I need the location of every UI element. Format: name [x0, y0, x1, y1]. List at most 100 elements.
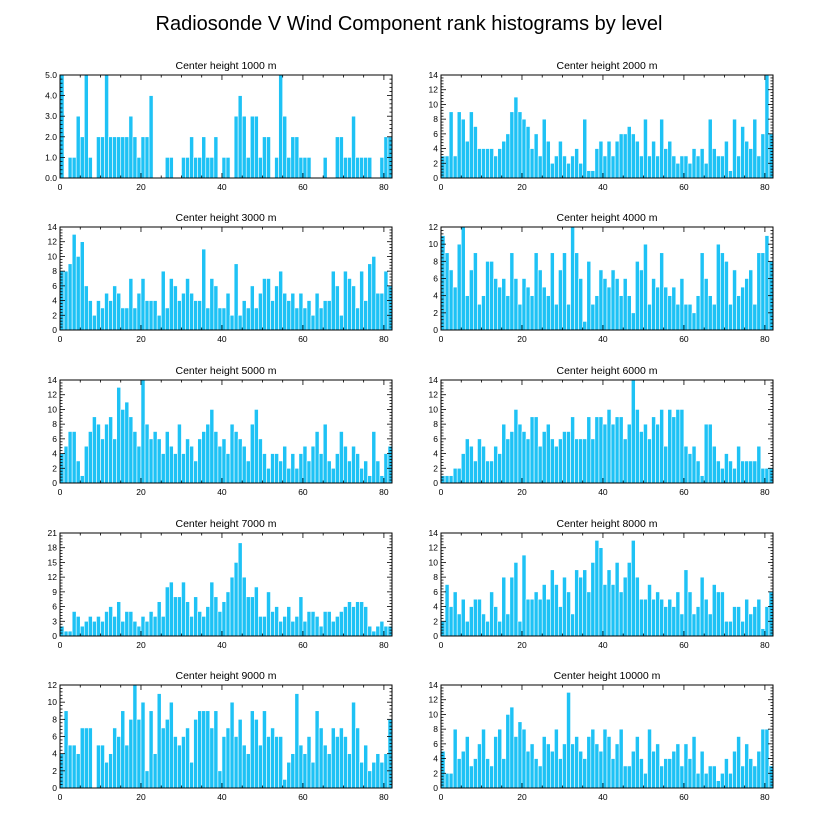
bar [711, 445, 717, 484]
bar [639, 431, 644, 484]
bar [622, 765, 628, 789]
bar [493, 606, 498, 637]
bar [606, 140, 612, 179]
bar [643, 772, 648, 789]
bar [298, 157, 304, 179]
bar [67, 263, 73, 331]
bar [460, 750, 466, 789]
bar [209, 727, 215, 789]
bar [197, 157, 203, 179]
bar [574, 736, 579, 789]
panel-9: Center height 9000 m 0 2 4 6 8 10 12 0 20 40 60 80 [48, 670, 393, 802]
bar [262, 453, 267, 484]
bars [59, 379, 393, 484]
bar [489, 591, 494, 637]
bar [489, 765, 494, 789]
bar [274, 606, 279, 637]
panel-7: Center height 7000 m 0 3 6 9 12 15 18 21 0 20 40 60 8… [48, 518, 393, 650]
bar [298, 292, 304, 331]
bar [639, 155, 644, 179]
bar [245, 460, 251, 484]
bar [452, 155, 458, 179]
y-tick-label: 4 [433, 754, 438, 764]
bar [164, 431, 170, 484]
bar [160, 453, 166, 484]
bar [116, 601, 122, 637]
plot-frame [440, 379, 774, 484]
bar [205, 710, 211, 789]
bar [96, 423, 101, 484]
bar [330, 467, 336, 484]
bar [756, 750, 762, 789]
bar [351, 445, 356, 484]
y-tick-label: 6 [433, 129, 438, 139]
bar [679, 278, 685, 331]
bar [545, 140, 551, 179]
bar [322, 300, 328, 331]
bar [517, 620, 523, 637]
bar [302, 157, 308, 179]
bar [639, 269, 644, 331]
bar [440, 235, 446, 331]
y-tick-label: 0 [433, 478, 438, 488]
bar [699, 576, 705, 637]
bar [379, 620, 385, 637]
bar [213, 431, 219, 484]
y-tick-label: 8 [433, 114, 438, 124]
bar [274, 736, 279, 789]
bar [326, 753, 332, 789]
bar [136, 157, 142, 179]
x-tick-label: 60 [679, 640, 689, 650]
bar [286, 467, 292, 484]
bar [193, 300, 198, 331]
bar [326, 611, 332, 637]
bar [209, 157, 215, 179]
y-tick-label: 4 [52, 749, 57, 759]
bar [541, 584, 547, 637]
bar [545, 743, 551, 789]
bar [728, 620, 733, 637]
bar [586, 591, 592, 637]
bar [562, 155, 567, 179]
bar [481, 445, 486, 484]
bar [241, 115, 247, 179]
panel-title: Center height 8000 m [557, 518, 658, 530]
bar [132, 620, 138, 637]
bar [351, 285, 356, 331]
x-tick-label: 40 [598, 487, 608, 497]
bar [156, 314, 162, 331]
y-tick-label: 6 [433, 587, 438, 597]
bar [639, 758, 644, 789]
bar [748, 269, 754, 331]
bar [558, 606, 563, 637]
bar [614, 562, 620, 637]
bar [254, 307, 259, 331]
y-tick-label: 10 [429, 99, 439, 109]
bar [703, 423, 709, 484]
bar [505, 133, 511, 179]
bar [732, 606, 737, 637]
bar [278, 74, 283, 179]
bar [590, 438, 596, 484]
bar [513, 409, 519, 484]
bar [298, 453, 304, 484]
bar [363, 606, 369, 637]
bar [566, 162, 571, 179]
bar [618, 416, 624, 484]
y-tick-label: 18 [48, 543, 58, 553]
bar [63, 445, 69, 484]
bar [339, 611, 344, 637]
bar [343, 445, 348, 484]
bar [112, 438, 117, 484]
bar [566, 591, 571, 637]
x-tick-label: 20 [517, 792, 527, 802]
bar [258, 292, 263, 331]
bar [335, 736, 340, 789]
bar [339, 136, 344, 179]
bar [140, 616, 146, 637]
bar [290, 620, 296, 637]
bar [249, 423, 255, 484]
bar [501, 576, 507, 637]
bar [233, 431, 239, 484]
